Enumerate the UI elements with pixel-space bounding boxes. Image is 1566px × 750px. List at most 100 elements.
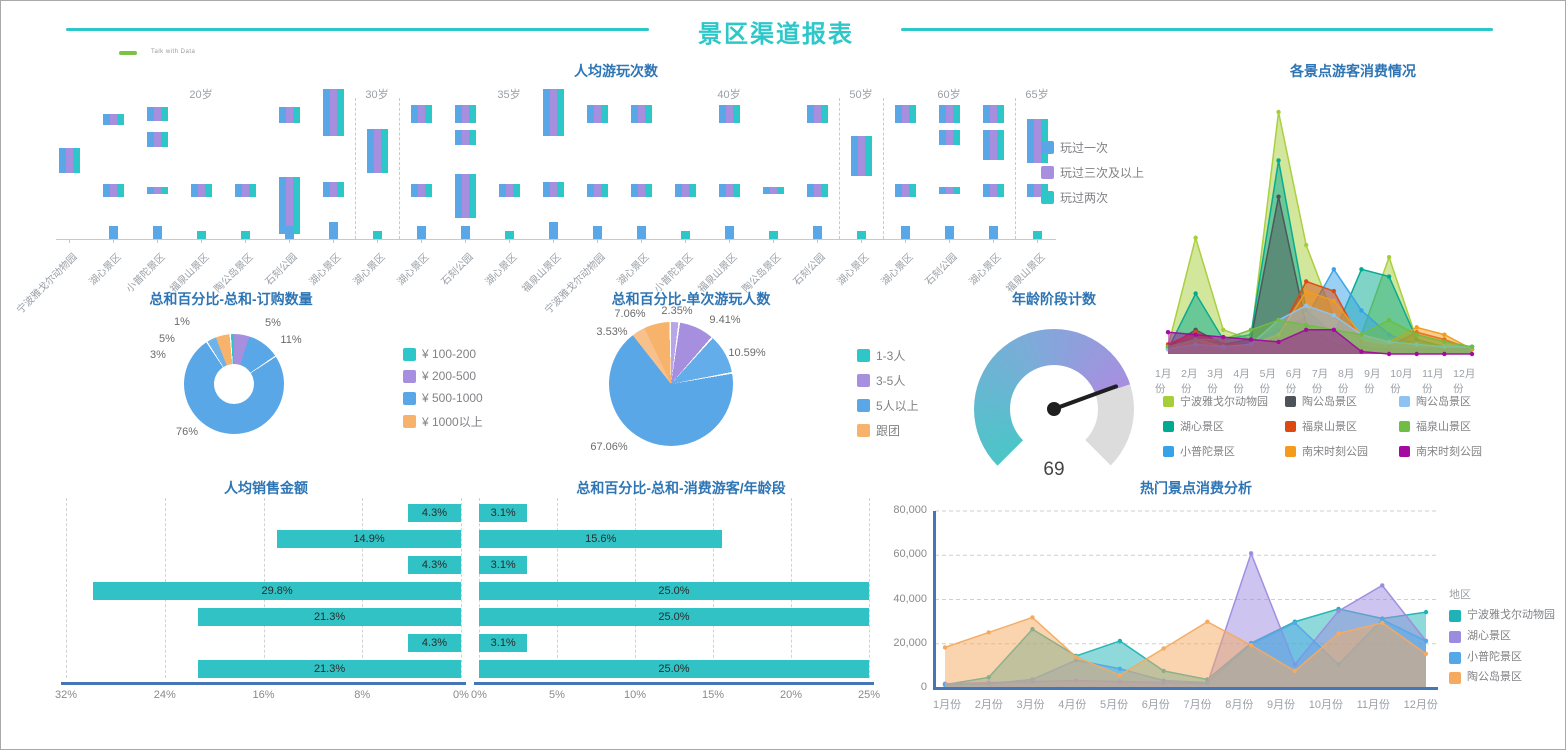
legend-swatch-icon (1399, 420, 1410, 432)
bar-cluster (675, 184, 696, 197)
hot-spot-legend: 地区 宁波雅戈尔动物园 湖心景区 小普陀景区 陶公岛景区 (1449, 586, 1565, 685)
data-point (1423, 651, 1429, 656)
data-point (1117, 672, 1123, 678)
bar: 25.0% (479, 608, 869, 626)
legend-item[interactable]: 玩过一次 (1041, 139, 1144, 156)
y-axis-label: 80,000 (893, 504, 927, 516)
legend-label: 宁波雅戈尔动物园 (1180, 396, 1268, 408)
legend-swatch-icon (857, 399, 870, 412)
x-tick-label: 石刻公园 (791, 251, 828, 288)
legend-item[interactable]: 福泉山景区 (1399, 418, 1482, 434)
legend-item[interactable]: 玩过两次 (1041, 189, 1144, 206)
legend-item[interactable]: 陶公岛景区 (1285, 393, 1368, 409)
data-point (1117, 666, 1123, 671)
bar-cluster (851, 136, 872, 176)
logo-text: Talk with Data (151, 49, 196, 55)
axis-label: 25% (857, 689, 881, 701)
bar-value-label: 4.3% (421, 637, 447, 649)
x-tick-label: 2月份 (974, 699, 1003, 711)
legend-label: 陶公岛景区 (1416, 396, 1471, 408)
bar-single (637, 226, 646, 239)
donut-hole (214, 364, 254, 404)
legend-label: 5人以上 (876, 399, 919, 413)
x-tick-label: 湖心景区 (307, 251, 344, 288)
axis-tick (465, 239, 466, 243)
legend-item[interactable]: 南宋时刻公园 (1285, 443, 1368, 459)
axis-tick (905, 239, 906, 243)
data-point (986, 630, 991, 635)
percentage-label: 11% (280, 334, 302, 346)
legend-item[interactable]: 湖心景区 (1163, 418, 1268, 434)
legend-item[interactable]: 宁波雅戈尔动物园 (1163, 393, 1268, 409)
x-tick-label: 8月份 (1225, 699, 1254, 711)
legend-item[interactable]: 小普陀景区 (1449, 651, 1565, 665)
legend-item[interactable]: ¥ 1000以上 (403, 413, 483, 430)
legend-item[interactable]: 玩过三次及以上 (1041, 164, 1144, 181)
data-point (1386, 317, 1392, 323)
legend-label: 陶公岛景区 (1302, 396, 1357, 408)
age-group-label: 30岁 (365, 89, 389, 101)
axis-label: 15% (701, 689, 725, 701)
data-point (1380, 583, 1385, 588)
bar-single (725, 226, 734, 239)
age-group-separator (399, 98, 400, 239)
legend-item[interactable]: 5人以上 (857, 397, 919, 414)
legend-item[interactable]: 福泉山景区 (1285, 418, 1368, 434)
legend-item[interactable]: 宁波雅戈尔动物园 (1449, 609, 1565, 623)
data-point (1193, 291, 1198, 296)
legend-item[interactable]: ¥ 100-200 (403, 347, 483, 361)
data-point (1276, 339, 1281, 345)
percentage-label: 3.53% (596, 326, 628, 338)
play-count-legend: 玩过一次玩过三次及以上 玩过两次 (1041, 139, 1144, 206)
bar-single (769, 231, 778, 239)
x-tick-label: 12月份 (1403, 699, 1438, 711)
legend-item[interactable]: ¥ 500-1000 (403, 391, 483, 405)
age-group-separator (355, 98, 356, 239)
consumer-age-axis: 0% 5% 10% 15% 20% 25% (471, 689, 880, 703)
legend-label: 陶公岛景区 (1467, 671, 1522, 684)
legend-label: 宁波雅戈尔动物园 (1467, 609, 1555, 621)
gauge-value: 69 (1043, 459, 1065, 480)
data-point (1336, 608, 1341, 614)
legend-item[interactable]: 3-5人 (857, 372, 919, 389)
age-group-label: 20岁 (189, 89, 213, 101)
bar-single (329, 222, 338, 239)
legend-item[interactable]: 陶公岛景区 (1449, 671, 1565, 685)
legend-item[interactable]: 南宋时刻公园 (1399, 443, 1482, 459)
legend-item[interactable]: 1-3人 (857, 347, 919, 364)
data-point (1292, 620, 1298, 626)
data-point (1442, 339, 1447, 345)
legend-item[interactable]: 陶公岛景区 (1399, 393, 1482, 409)
bar: 3.1% (479, 556, 528, 574)
data-point (1331, 298, 1337, 303)
bar-cluster (719, 105, 740, 123)
bar-single (945, 226, 954, 239)
legend-label: 跟团 (876, 424, 901, 438)
data-point (1336, 631, 1341, 636)
x-tick-label: 11月份 (1356, 699, 1391, 711)
legend-item[interactable]: 湖心景区 (1449, 630, 1565, 644)
legend-label: 南宋时刻公园 (1302, 446, 1368, 458)
area-series-line (1167, 329, 1472, 355)
axis-tick (949, 239, 950, 243)
bar-single (461, 226, 470, 239)
axis-tick (421, 239, 422, 243)
area-series (1168, 160, 1472, 354)
legend-column: 陶公岛景区福泉山景区南宋时刻公园 (1285, 393, 1368, 459)
legend-label: 福泉山景区 (1302, 421, 1357, 433)
bar-value-label: 21.3% (313, 663, 346, 675)
spot-consumption-chart (1159, 104, 1481, 359)
legend-item[interactable]: ¥ 200-500 (403, 369, 483, 383)
logo-icon (119, 51, 137, 55)
legend-label: ¥ 500-1000 (422, 391, 483, 405)
bar: 25.0% (479, 660, 869, 678)
legend-item[interactable]: 小普陀景区 (1163, 443, 1268, 459)
data-point (1221, 334, 1226, 340)
axis-label: 24% (153, 689, 176, 701)
x-tick-label: 3月份 (1016, 699, 1045, 711)
legend-item[interactable]: 跟团 (857, 422, 919, 439)
bar-value-label: 4.3% (421, 507, 447, 519)
order-quantity-legend: ¥ 100-200 ¥ 200-500 ¥ 500-1000 ¥ 1000以上 (403, 347, 483, 430)
spot-consumption-legend: 宁波雅戈尔动物园 湖心景区 小普陀景区 陶公岛景区 福泉山景区 南宋时刻公园 陶公岛景区 福泉… (1163, 393, 1563, 459)
bar-cluster (631, 105, 652, 123)
